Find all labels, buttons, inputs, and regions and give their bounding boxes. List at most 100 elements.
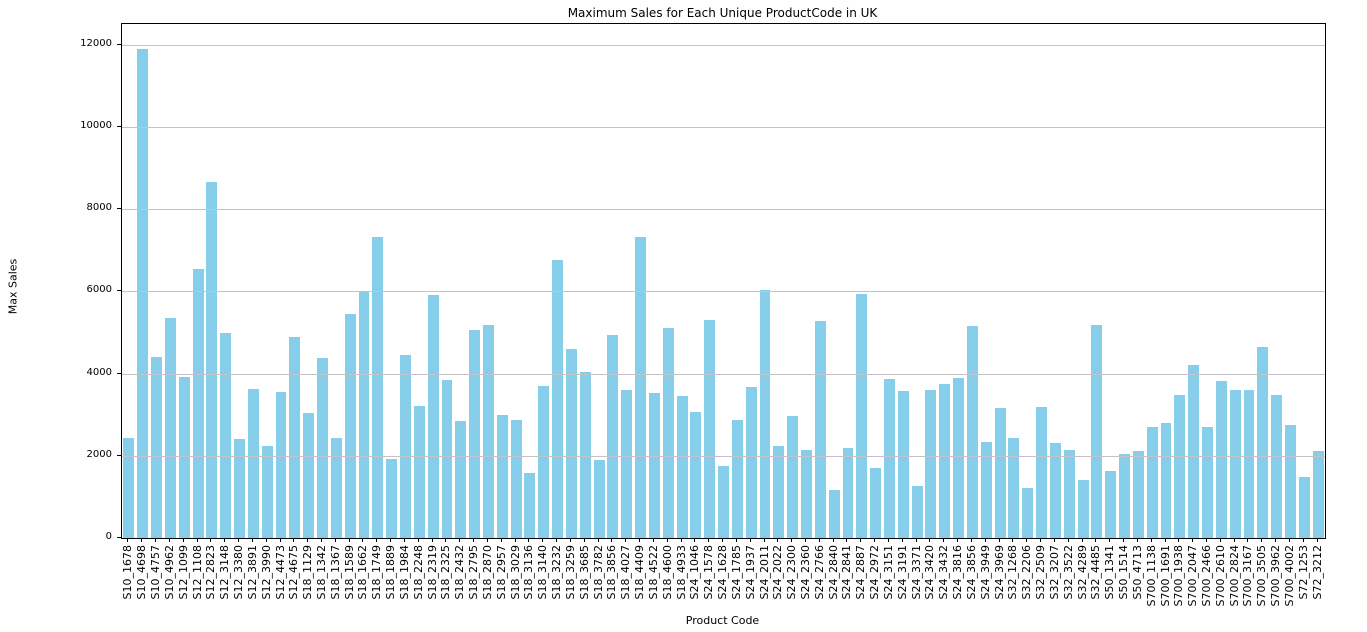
- x-tick-label: S10_1678: [121, 545, 135, 600]
- x-label-slot: S18_4409: [633, 545, 647, 617]
- bar-slot: [1035, 24, 1049, 538]
- x-tick-label: S700_2047: [1186, 545, 1200, 607]
- bar: [966, 326, 978, 538]
- x-label-slot: S18_1342: [315, 545, 329, 617]
- x-label-slot: S24_3151: [882, 545, 896, 617]
- x-tick-label: S18_4027: [619, 545, 633, 600]
- x-tick: [417, 538, 419, 542]
- x-tick-label: S24_3949: [978, 545, 992, 600]
- x-tick: [224, 538, 226, 542]
- x-tick-slot: [1103, 538, 1117, 542]
- bar-slot: [260, 24, 274, 538]
- x-label-slot: S10_1678: [121, 545, 135, 617]
- x-tick-label: S18_2248: [411, 545, 425, 600]
- x-label-slot: S24_2011: [757, 545, 771, 617]
- x-tick: [459, 538, 461, 542]
- bar-slot: [426, 24, 440, 538]
- x-label-slot: S12_3380: [232, 545, 246, 617]
- x-label-slot: S24_3432: [937, 545, 951, 617]
- x-label-slot: S12_2823: [204, 545, 218, 617]
- bar: [621, 390, 633, 538]
- bar-slot: [758, 24, 772, 538]
- x-tick-slot: [1089, 538, 1103, 542]
- bar: [234, 439, 245, 538]
- x-tick: [362, 538, 364, 542]
- x-tick-slot: [965, 538, 979, 542]
- x-tick: [639, 538, 641, 542]
- x-tick: [1233, 538, 1235, 542]
- bar-slot: [1242, 24, 1256, 538]
- x-tick: [597, 538, 599, 542]
- x-label-slot: S32_2509: [1034, 545, 1048, 617]
- x-tick-slot: [162, 538, 176, 542]
- bar: [413, 405, 425, 538]
- x-label-slot: S18_2248: [411, 545, 425, 617]
- bar: [870, 467, 882, 538]
- x-label-slot: S24_3371: [909, 545, 923, 617]
- bar: [1188, 365, 1200, 538]
- x-tick-label: S18_3259: [563, 545, 577, 600]
- bar-series: [122, 24, 1325, 538]
- x-label-slot: S24_2766: [812, 545, 826, 617]
- x-tick-label: S10_4698: [135, 545, 149, 600]
- x-tick-slot: [1158, 538, 1172, 542]
- x-tick-label: S12_2823: [204, 545, 218, 600]
- x-tick: [583, 538, 585, 542]
- bar-slot: [717, 24, 731, 538]
- x-tick-label: S18_2432: [453, 545, 467, 600]
- bar: [386, 458, 398, 538]
- bar: [635, 237, 647, 538]
- x-tick: [887, 538, 889, 542]
- x-tick-label: S24_2766: [812, 545, 826, 600]
- bar-slot: [482, 24, 496, 538]
- x-tick-slot: [591, 538, 605, 542]
- x-tick-label: S24_1937: [743, 545, 757, 600]
- x-tick-slot: [577, 538, 591, 542]
- x-label-slot: S18_4933: [674, 545, 688, 617]
- x-tick: [818, 538, 820, 542]
- bar: [1243, 389, 1255, 538]
- bar: [607, 335, 619, 538]
- bar-slot: [1173, 24, 1187, 538]
- bar-slot: [813, 24, 827, 538]
- x-tick-slot: [287, 538, 301, 542]
- x-tick-label: S700_2610: [1213, 545, 1227, 607]
- x-tick-slot: [398, 538, 412, 542]
- x-tick-slot: [301, 538, 315, 542]
- x-label-slot: S18_1129: [301, 545, 315, 617]
- x-tick-label: S18_3140: [536, 545, 550, 600]
- bar: [662, 327, 674, 538]
- x-label-slot: S700_2047: [1186, 545, 1200, 617]
- bar-slot: [1007, 24, 1021, 538]
- x-label-slot: S18_1589: [342, 545, 356, 617]
- x-label-slot: S12_1108: [190, 545, 204, 617]
- x-label-slot: S24_2022: [771, 545, 785, 617]
- bar: [151, 356, 163, 538]
- bar: [469, 329, 481, 538]
- bar-slot: [357, 24, 371, 538]
- x-tick: [763, 538, 765, 542]
- x-tick-label: S18_1342: [315, 545, 328, 600]
- x-label-slot: S24_1046: [688, 545, 702, 617]
- x-label-slot: S18_3136: [522, 545, 536, 617]
- x-label-slot: S700_3962: [1269, 545, 1283, 617]
- y-tick-label: 4000: [86, 366, 112, 378]
- x-tick-slot: [743, 538, 757, 542]
- bar-slot: [1131, 24, 1145, 538]
- bar: [427, 295, 439, 538]
- bar-slot: [578, 24, 592, 538]
- bar: [1008, 437, 1020, 538]
- bar-slot: [855, 24, 869, 538]
- x-axis-label: Product Code: [685, 614, 760, 627]
- bar: [358, 291, 370, 538]
- x-tick-slot: [633, 538, 647, 542]
- x-tick-label: S12_4473: [273, 545, 287, 600]
- bar: [579, 371, 591, 538]
- x-label-slot: S24_3420: [923, 545, 937, 617]
- x-label-slot: S18_2957: [494, 545, 508, 617]
- x-tick: [1053, 538, 1055, 542]
- bar-slot: [191, 24, 205, 538]
- x-tick-slot: [342, 538, 356, 542]
- x-tick-label: S24_3191: [895, 545, 909, 600]
- x-tick-slot: [882, 538, 896, 542]
